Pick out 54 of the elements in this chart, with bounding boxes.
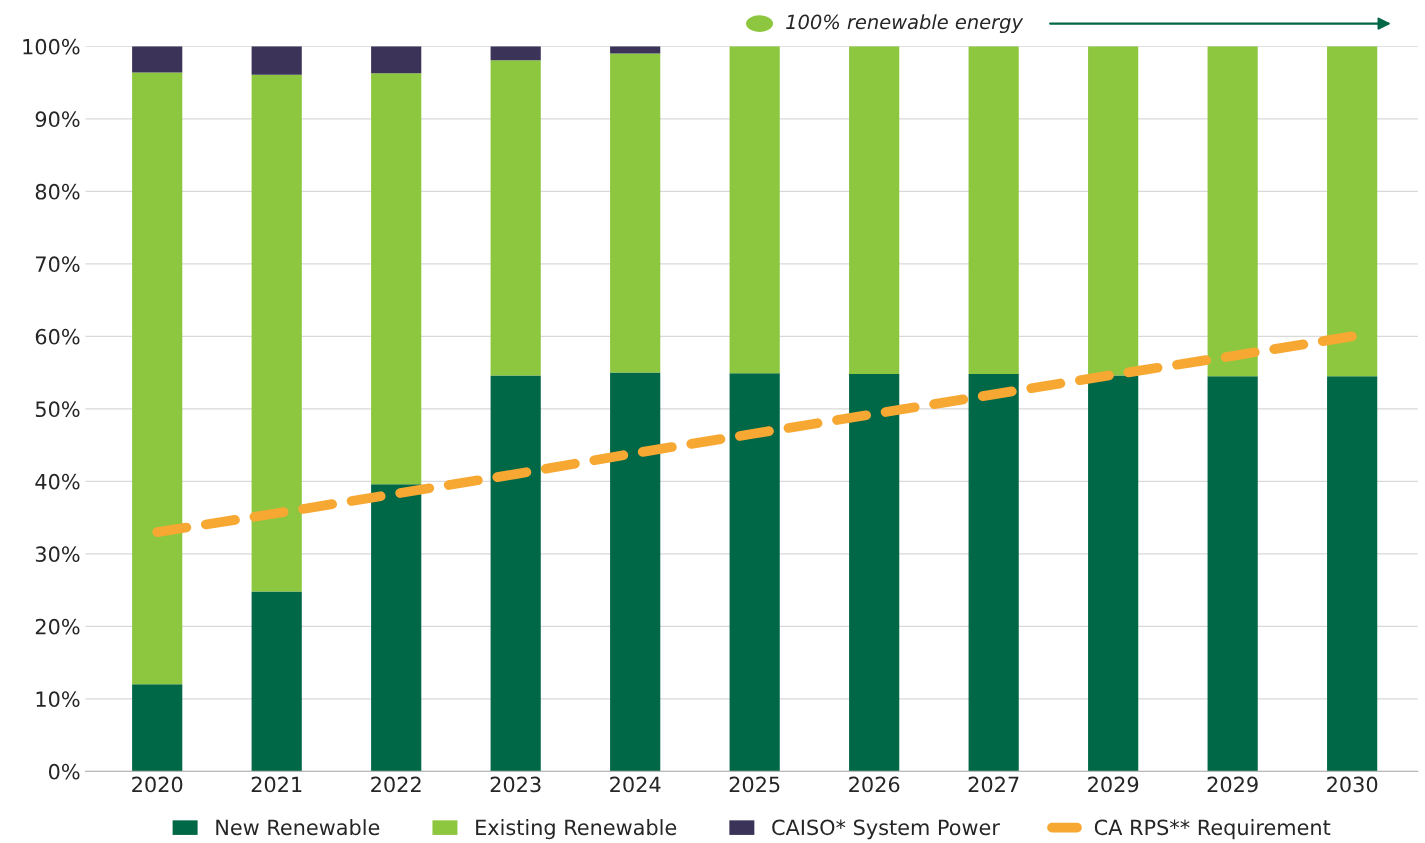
bar [132, 72, 183, 685]
bar [490, 375, 541, 772]
bar [371, 73, 422, 485]
bar [251, 591, 302, 772]
x-tick-label: 2026 [849, 776, 900, 793]
bar [610, 46, 661, 54]
x-tick-label: 2030 [1327, 776, 1378, 793]
bar [849, 46, 900, 375]
bar [1327, 46, 1378, 377]
text: 100% renewable energy [786, 14, 1024, 34]
bar [490, 46, 541, 61]
x-tick-label: 2023 [490, 776, 541, 793]
bar [729, 46, 780, 374]
legend-label: Existing Renewable [476, 819, 677, 840]
bar [132, 684, 183, 772]
y-tick-label: 20% [35, 618, 80, 635]
y-tick-label: 30% [35, 546, 80, 563]
bar [1088, 375, 1139, 772]
x-tick-label: 2027 [968, 776, 1019, 793]
bar [371, 484, 422, 772]
bar [610, 53, 661, 373]
bar [490, 60, 541, 376]
bar [251, 74, 302, 592]
y-tick-label: 0% [48, 763, 80, 780]
y-tick-label: 50% [35, 401, 80, 418]
y-tick-label: 60% [35, 328, 80, 345]
x-tick-label: 2029 [1088, 776, 1139, 793]
y-tick-label: 10% [36, 691, 80, 708]
legend-label: CAISO* System Power [772, 819, 1000, 840]
x-tick-label: 2020 [132, 776, 183, 793]
bar [1207, 376, 1258, 772]
bar [1088, 46, 1139, 376]
x-tick-label: 2025 [729, 776, 780, 793]
y-tick-label: 70% [36, 256, 80, 273]
bar [968, 46, 1019, 375]
bar [371, 46, 422, 74]
bar [132, 46, 183, 73]
bar [1327, 376, 1378, 772]
bar [251, 46, 302, 75]
y-tick-label: 80% [35, 183, 80, 200]
bar [849, 374, 900, 772]
bar [729, 373, 780, 772]
bar [610, 372, 661, 772]
bar [1207, 46, 1258, 377]
legend-label: New Renewable [216, 819, 380, 836]
x-tick-label: 2029 [1207, 776, 1258, 793]
legend-label: CA RPS** Requirement [1094, 819, 1331, 840]
bar [968, 374, 1019, 772]
x-tick-label: 2022 [371, 776, 421, 793]
x-tick-label: 2021 [251, 776, 302, 793]
y-tick-label: 100% [23, 38, 80, 55]
y-tick-label: 90% [35, 111, 80, 128]
x-tick-label: 2024 [610, 776, 661, 793]
y-tick-label: 40% [35, 473, 80, 490]
